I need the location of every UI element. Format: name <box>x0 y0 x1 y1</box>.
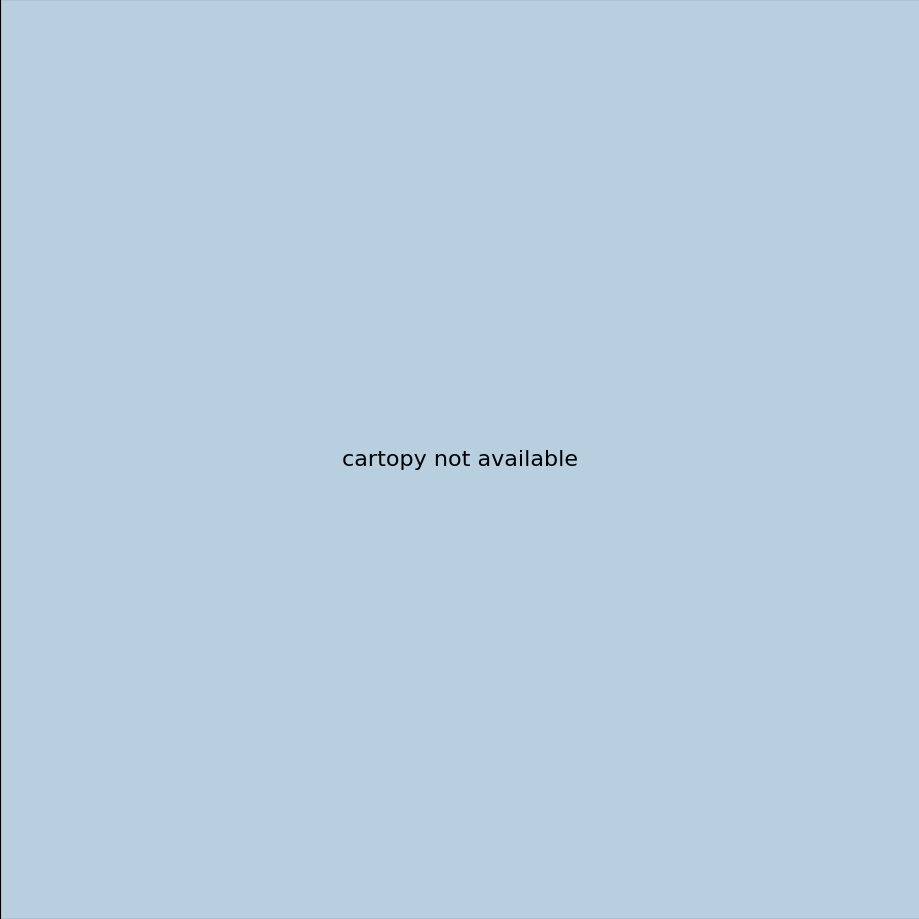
Text: cartopy not available: cartopy not available <box>342 449 577 470</box>
